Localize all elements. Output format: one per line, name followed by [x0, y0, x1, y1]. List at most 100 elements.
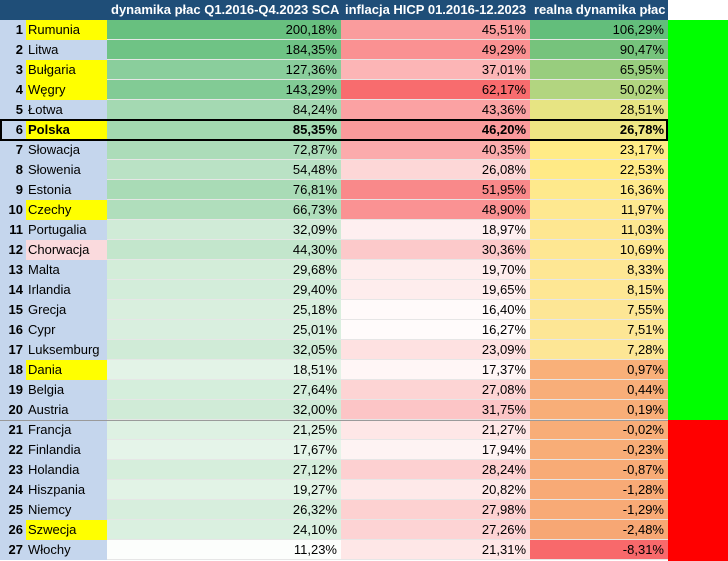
row-rank: 4: [0, 80, 26, 100]
row-rank: 17: [0, 340, 26, 360]
row-country: Malta: [26, 260, 107, 280]
separator-top6: [0, 140, 668, 141]
row-rank: 24: [0, 480, 26, 500]
row-gridline: [107, 539, 668, 540]
row-gridline: [107, 179, 668, 180]
row-country: Francja: [26, 420, 107, 440]
row-country: Finlandia: [26, 440, 107, 460]
row-real-wages: -0,87%: [530, 460, 668, 480]
row-real-wages: 22,53%: [530, 160, 668, 180]
row-country: Rumunia: [26, 20, 107, 40]
header-wages: dynamika płac Q1.2016-Q4.2023 SCA: [111, 2, 340, 17]
row-country: Belgia: [26, 380, 107, 400]
row-rank: 21: [0, 420, 26, 440]
row-gridline: [107, 239, 668, 240]
row-real-wages: 8,15%: [530, 280, 668, 300]
row-wages: 21,25%: [107, 420, 341, 440]
row-gridline: [107, 59, 668, 60]
row-gridline: [107, 79, 668, 80]
row-rank: 10: [0, 200, 26, 220]
row-wages: 19,27%: [107, 480, 341, 500]
row-real-wages: 50,02%: [530, 80, 668, 100]
row-inflation: 20,82%: [341, 480, 530, 500]
row-inflation: 16,40%: [341, 300, 530, 320]
row-inflation: 17,37%: [341, 360, 530, 380]
row-gridline: [107, 499, 668, 500]
row-wages: 84,24%: [107, 100, 341, 120]
row-country: Cypr: [26, 320, 107, 340]
row-real-wages: -8,31%: [530, 540, 668, 560]
row-wages: 27,64%: [107, 380, 341, 400]
row-rank: 22: [0, 440, 26, 460]
header-white-gap: [668, 0, 728, 20]
row-rank: 20: [0, 400, 26, 420]
row-rank: 26: [0, 520, 26, 540]
row-rank: 19: [0, 380, 26, 400]
row-wages: 72,87%: [107, 140, 341, 160]
row-gridline: [107, 39, 668, 40]
row-inflation: 43,36%: [341, 100, 530, 120]
row-inflation: 62,17%: [341, 80, 530, 100]
row-real-wages: 106,29%: [530, 20, 668, 40]
row-real-wages: 10,69%: [530, 240, 668, 260]
row-real-wages: 11,03%: [530, 220, 668, 240]
row-wages: 18,51%: [107, 360, 341, 380]
row-rank: 6: [0, 120, 26, 140]
row-wages: 29,40%: [107, 280, 341, 300]
row-real-wages: 7,28%: [530, 340, 668, 360]
row-country: Litwa: [26, 40, 107, 60]
row-wages: 66,73%: [107, 200, 341, 220]
row-rank: 8: [0, 160, 26, 180]
row-gridline: [107, 99, 668, 100]
row-country: Włochy: [26, 540, 107, 560]
row-wages: 54,48%: [107, 160, 341, 180]
row-inflation: 19,70%: [341, 260, 530, 280]
row-wages: 26,32%: [107, 500, 341, 520]
row-gridline: [107, 299, 668, 300]
row-country: Luksemburg: [26, 340, 107, 360]
row-gridline: [107, 419, 668, 420]
header-country: [30, 0, 107, 20]
row-wages: 32,09%: [107, 220, 341, 240]
row-inflation: 46,20%: [341, 120, 530, 140]
row-country: Słowacja: [26, 140, 107, 160]
header-real-wages: realna dynamika płac: [534, 2, 666, 17]
row-inflation: 16,27%: [341, 320, 530, 340]
row-inflation: 48,90%: [341, 200, 530, 220]
row-inflation: 17,94%: [341, 440, 530, 460]
row-inflation: 40,35%: [341, 140, 530, 160]
separator-negative: [0, 420, 668, 421]
row-real-wages: 8,33%: [530, 260, 668, 280]
row-rank: 12: [0, 240, 26, 260]
row-country: Dania: [26, 360, 107, 380]
row-wages: 11,23%: [107, 540, 341, 560]
row-country: Holandia: [26, 460, 107, 480]
row-country: Portugalia: [26, 220, 107, 240]
negative-indicator-bar: [668, 420, 728, 561]
row-rank: 23: [0, 460, 26, 480]
row-inflation: 45,51%: [341, 20, 530, 40]
row-wages: 25,01%: [107, 320, 341, 340]
row-real-wages: 11,97%: [530, 200, 668, 220]
row-rank: 14: [0, 280, 26, 300]
row-gridline: [107, 379, 668, 380]
row-wages: 184,35%: [107, 40, 341, 60]
row-country: Szwecja: [26, 520, 107, 540]
row-country: Grecja: [26, 300, 107, 320]
row-real-wages: 26,78%: [530, 120, 668, 140]
row-gridline: [107, 279, 668, 280]
row-real-wages: -0,23%: [530, 440, 668, 460]
row-real-wages: 90,47%: [530, 40, 668, 60]
row-real-wages: 7,55%: [530, 300, 668, 320]
row-country: Chorwacja: [26, 240, 107, 260]
row-gridline: [107, 259, 668, 260]
row-gridline: [107, 519, 668, 520]
row-wages: 32,05%: [107, 340, 341, 360]
row-country: Łotwa: [26, 100, 107, 120]
row-wages: 76,81%: [107, 180, 341, 200]
row-wages: 17,67%: [107, 440, 341, 460]
row-wages: 29,68%: [107, 260, 341, 280]
row-real-wages: 7,51%: [530, 320, 668, 340]
row-gridline: [107, 339, 668, 340]
